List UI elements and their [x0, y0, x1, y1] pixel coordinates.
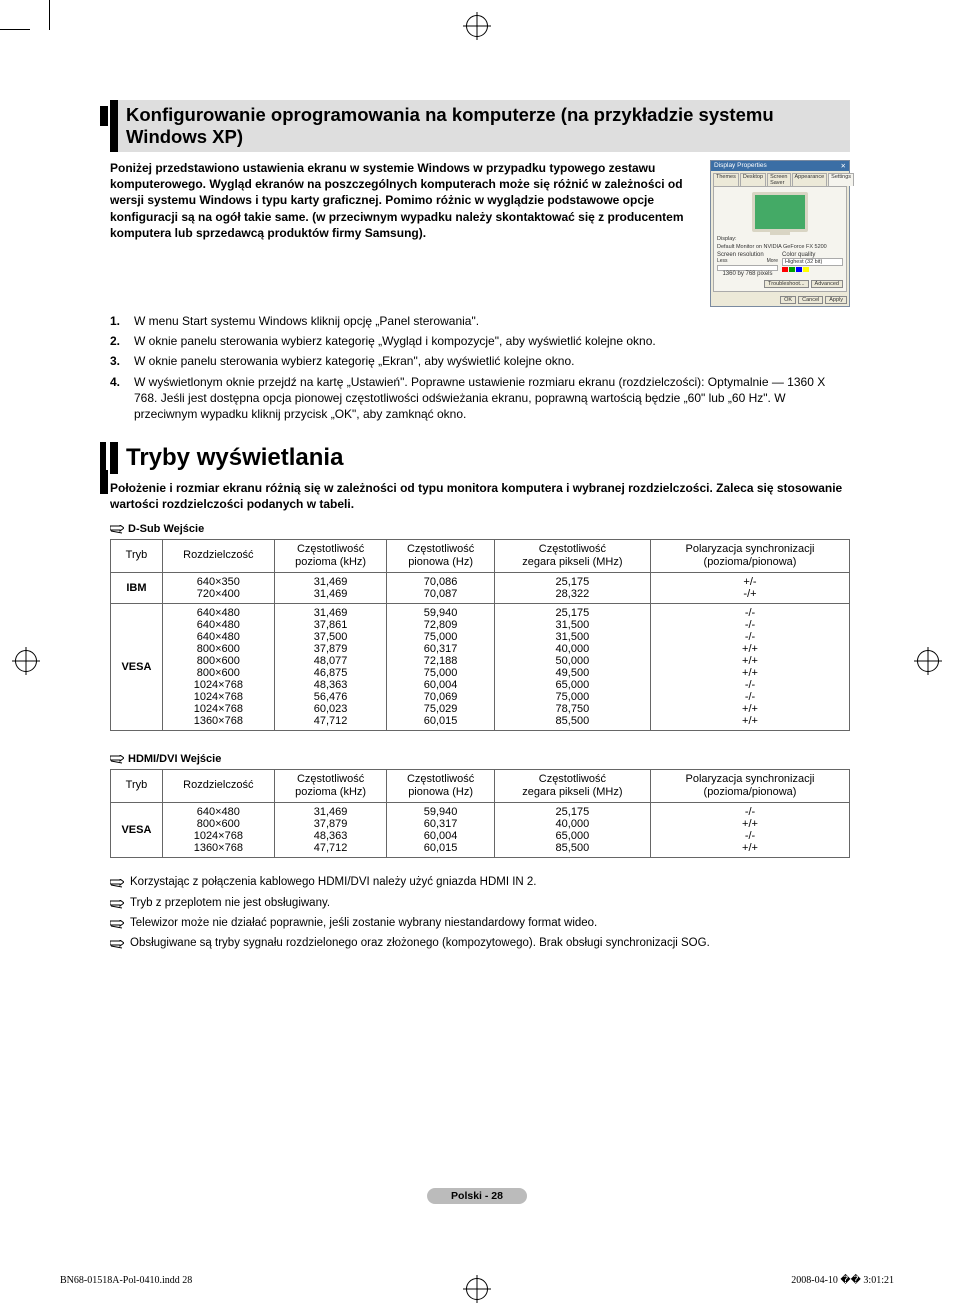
hdmi-table: Tryb Rozdzielczość Częstotliwośćpozioma …: [110, 769, 850, 858]
arrow-icon: [110, 938, 124, 955]
cell-sync: -/--/--/-+/++/++/+-/--/-+/++/+: [651, 603, 850, 730]
step-number: 1.: [110, 313, 134, 329]
note-item: Telewizor może nie działać poprawnie, je…: [110, 915, 850, 935]
resolution-value: 1360 by 768 pixels: [717, 271, 778, 277]
arrow-icon: [110, 877, 124, 894]
th-vfreq: Częstotliwośćpionowa (Hz): [387, 539, 494, 572]
dialog-close-icon[interactable]: ✕: [841, 162, 846, 170]
th-hfreq: Częstotliwośćpozioma (kHz): [274, 769, 387, 802]
tab-screensaver[interactable]: Screen Saver: [767, 173, 790, 186]
step-number: 4.: [110, 374, 134, 423]
cancel-button[interactable]: Cancel: [798, 296, 823, 304]
step-text: W oknie panelu sterowania wybierz katego…: [134, 333, 850, 349]
dsub-heading: D-Sub Wejście: [110, 523, 850, 535]
tab-appearance[interactable]: Appearance: [792, 173, 828, 186]
page-content: Konfigurowanie oprogramowania na kompute…: [110, 100, 850, 955]
arrow-icon: [110, 755, 122, 763]
th-mode: Tryb: [111, 769, 163, 802]
cell-resolution: 640×480640×480640×480800×600800×600800×6…: [162, 603, 274, 730]
table-row: IBM 640×350720×400 31,46931,469 70,08670…: [111, 572, 850, 603]
dsub-table: Tryb Rozdzielczość Częstotliwośćpozioma …: [110, 539, 850, 731]
cell-pclock: 25,17540,00065,00085,500: [494, 803, 650, 858]
note-text: Telewizor może nie działać poprawnie, je…: [130, 915, 597, 935]
cell-pclock: 25,17531,50031,50040,00050,00049,50065,0…: [494, 603, 650, 730]
cell-vfreq: 59,94060,31760,00460,015: [387, 803, 494, 858]
notes-list: Korzystając z połączenia kablowego HDMI/…: [110, 874, 850, 955]
res-less: Less: [717, 258, 728, 264]
th-vfreq: Częstotliwośćpionowa (Hz): [387, 769, 494, 802]
footer: BN68-01518A-Pol-0410.indd 28 2008-04-10 …: [60, 1275, 894, 1286]
arrow-icon: [110, 898, 124, 915]
color-select[interactable]: Highest (32 bit): [782, 258, 843, 266]
display-value: Default Monitor on NVIDIA GeForce FX 520…: [717, 244, 843, 250]
note-text: Tryb z przeplotem nie jest obsługiwany.: [130, 895, 330, 915]
cell-resolution: 640×350720×400: [162, 572, 274, 603]
cell-mode: IBM: [111, 572, 163, 603]
th-sync: Polaryzacja synchronizacji(pozioma/piono…: [651, 539, 850, 572]
th-resolution: Rozdzielczość: [162, 539, 274, 572]
cell-mode: VESA: [111, 803, 163, 858]
step-number: 2.: [110, 333, 134, 349]
note-item: Korzystając z połączenia kablowego HDMI/…: [110, 874, 850, 894]
th-sync: Polaryzacja synchronizacji(pozioma/piono…: [651, 769, 850, 802]
color-bars-icon: [782, 267, 843, 272]
footer-file: BN68-01518A-Pol-0410.indd 28: [60, 1275, 192, 1286]
section1-intro: Poniżej przedstawiono ustawienia ekranu …: [110, 160, 700, 307]
tab-settings[interactable]: Settings: [828, 173, 854, 186]
dialog-tabs: Themes Desktop Screen Saver Appearance S…: [711, 171, 849, 186]
section1-title: Konfigurowanie oprogramowania na kompute…: [110, 100, 850, 152]
cell-resolution: 640×480800×6001024×7681360×768: [162, 803, 274, 858]
troubleshoot-button[interactable]: Troubleshoot...: [764, 280, 808, 288]
dialog-titlebar: Display Properties ✕: [711, 161, 849, 171]
section2-title: Tryby wyświetlania: [110, 442, 850, 474]
ok-button[interactable]: OK: [780, 296, 796, 304]
note-text: Korzystając z połączenia kablowego HDMI/…: [130, 874, 537, 894]
table-row: VESA 640×480640×480640×480800×600800×600…: [111, 603, 850, 730]
cell-sync: +/--/+: [651, 572, 850, 603]
tab-desktop[interactable]: Desktop: [740, 173, 766, 186]
cell-mode: VESA: [111, 603, 163, 730]
step-text: W oknie panelu sterowania wybierz katego…: [134, 353, 850, 369]
arrow-icon: [110, 918, 124, 935]
cell-pclock: 25,17528,322: [494, 572, 650, 603]
cell-hfreq: 31,46937,86137,50037,87948,07746,87548,3…: [274, 603, 387, 730]
hdmi-label: HDMI/DVI Wejście: [128, 753, 221, 765]
cell-vfreq: 70,08670,087: [387, 572, 494, 603]
res-more: More: [767, 258, 778, 264]
step-item: 4.W wyświetlonym oknie przejdź na kartę …: [110, 374, 850, 423]
tab-themes[interactable]: Themes: [713, 173, 739, 186]
steps-list: 1.W menu Start systemu Windows kliknij o…: [110, 313, 850, 422]
note-item: Obsługiwane są tryby sygnału rozdzielone…: [110, 935, 850, 955]
th-pclock: Częstotliwośćzegara pikseli (MHz): [494, 769, 650, 802]
th-pclock: Częstotliwośćzegara pikseli (MHz): [494, 539, 650, 572]
section2-intro: Położenie i rozmiar ekranu różnią się w …: [110, 480, 850, 512]
step-item: 3.W oknie panelu sterowania wybierz kate…: [110, 353, 850, 369]
page-number-badge: Polski - 28: [427, 1188, 527, 1204]
step-text: W menu Start systemu Windows kliknij opc…: [134, 313, 850, 329]
cell-vfreq: 59,94072,80975,00060,31772,18875,00060,0…: [387, 603, 494, 730]
th-resolution: Rozdzielczość: [162, 769, 274, 802]
display-label: Display:: [717, 236, 843, 242]
th-mode: Tryb: [111, 539, 163, 572]
hdmi-heading: HDMI/DVI Wejście: [110, 753, 850, 765]
step-item: 2.W oknie panelu sterowania wybierz kate…: [110, 333, 850, 349]
arrow-icon: [110, 525, 122, 533]
step-item: 1.W menu Start systemu Windows kliknij o…: [110, 313, 850, 329]
th-hfreq: Częstotliwośćpozioma (kHz): [274, 539, 387, 572]
table-row: VESA 640×480800×6001024×7681360×768 31,4…: [111, 803, 850, 858]
cell-hfreq: 31,46931,469: [274, 572, 387, 603]
apply-button[interactable]: Apply: [825, 296, 847, 304]
display-properties-dialog: Display Properties ✕ Themes Desktop Scre…: [710, 160, 850, 307]
advanced-button[interactable]: Advanced: [811, 280, 843, 288]
dsub-label: D-Sub Wejście: [128, 523, 204, 535]
step-number: 3.: [110, 353, 134, 369]
step-text: W wyświetlonym oknie przejdź na kartę „U…: [134, 374, 850, 423]
monitor-preview-icon: [752, 192, 808, 232]
footer-date: 2008-04-10 �� 3:01:21: [791, 1275, 894, 1286]
dialog-title: Display Properties: [714, 162, 767, 170]
note-item: Tryb z przeplotem nie jest obsługiwany.: [110, 895, 850, 915]
cell-hfreq: 31,46937,87948,36347,712: [274, 803, 387, 858]
cell-sync: -/-+/+-/-+/+: [651, 803, 850, 858]
note-text: Obsługiwane są tryby sygnału rozdzielone…: [130, 935, 710, 955]
